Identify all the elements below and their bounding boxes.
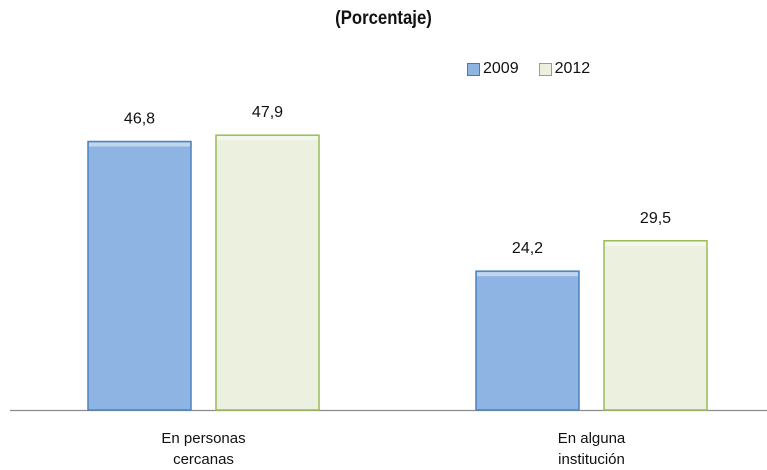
- category-label-2-line-1: En alguna: [558, 430, 626, 447]
- data-label-series-1-cat-1: 46,8: [124, 111, 155, 128]
- legend-item-series-2: 2012: [538, 60, 591, 78]
- legend-label-series-1: 2009: [483, 60, 519, 77]
- data-label-series-1-cat-2: 24,2: [512, 240, 543, 257]
- data-label-series-2-cat-2: 29,5: [640, 210, 671, 227]
- bar-series-2-cat-1: [215, 134, 320, 411]
- category-label-1-line-2: cercanas: [173, 451, 234, 468]
- data-label-series-2-cat-1: 47,9: [252, 104, 283, 121]
- bar-series-1-cat-2: [475, 270, 580, 411]
- bar-bevel-series-1-cat-2: [477, 272, 578, 277]
- bar-bevel-series-2-cat-1: [217, 136, 318, 141]
- bar-bevel-series-1-cat-1: [89, 142, 190, 147]
- category-label-1-line-1: En personas: [161, 430, 245, 447]
- chart-title: (Porcentaje): [335, 8, 432, 29]
- legend-item-series-1: 2009: [467, 60, 519, 78]
- legend-swatch-series-1: [467, 62, 480, 76]
- legend-label-series-2: 2012: [554, 60, 591, 77]
- chart-legend: 2009 2012: [467, 60, 610, 78]
- bar-bevel-series-2-cat-2: [605, 241, 706, 246]
- legend-swatch-series-2: [538, 62, 552, 76]
- category-label-2-line-2: institución: [558, 451, 625, 468]
- bar-series-1-cat-1: [87, 140, 192, 411]
- bar-series-2-cat-2: [603, 240, 708, 411]
